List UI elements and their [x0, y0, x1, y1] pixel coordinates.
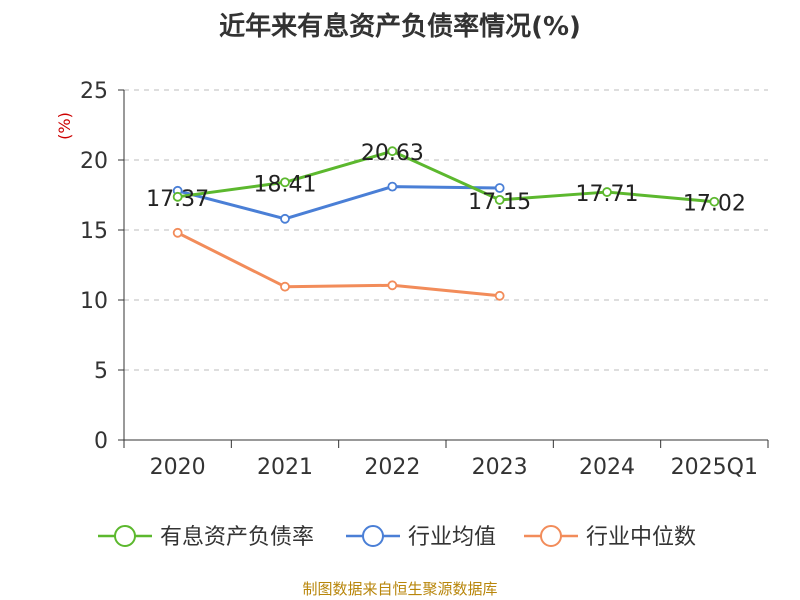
x-tick-label: 2020	[150, 455, 206, 480]
y-axis-label: (%)	[55, 112, 74, 140]
data-point	[387, 280, 398, 291]
legend-label: 有息资产负债率	[160, 525, 314, 550]
x-tick-label: 2024	[579, 455, 635, 480]
data-point	[602, 187, 612, 197]
data-label: 17.37	[146, 187, 209, 212]
data-point	[387, 146, 398, 157]
y-tick-label: 0	[94, 429, 108, 454]
series-line	[177, 149, 715, 204]
x-tick-label: 2023	[472, 455, 528, 480]
y-tick-label: 20	[80, 149, 108, 174]
series-line	[177, 185, 500, 221]
y-tick-label: 5	[94, 359, 108, 384]
data-point	[172, 191, 183, 202]
data-label: 17.71	[576, 182, 639, 207]
data-point	[494, 290, 505, 301]
data-point	[172, 227, 183, 238]
data-point	[280, 213, 290, 224]
data-label: 17.02	[683, 192, 746, 217]
data-label: 20.63	[361, 141, 424, 166]
y-tick-label: 10	[80, 289, 108, 314]
legend-marker	[362, 525, 384, 547]
data-label: 18.41	[254, 172, 317, 197]
x-tick-label: 2025Q1	[671, 455, 758, 480]
legend-marker	[540, 525, 562, 547]
x-tick-label: 2021	[257, 455, 313, 480]
y-tick-label: 15	[80, 219, 108, 244]
data-label: 17.15	[468, 190, 531, 215]
x-tick-label: 2022	[364, 455, 420, 480]
series-line	[176, 231, 500, 298]
data-point	[494, 194, 505, 205]
legend-label: 行业中位数	[586, 525, 696, 550]
data-point	[494, 183, 505, 193]
data-point	[280, 177, 290, 188]
chart-title: 近年来有息资产负债率情况(%)	[219, 12, 581, 42]
legend-marker	[114, 525, 136, 547]
legend-label: 行业均值	[408, 525, 496, 550]
data-point	[709, 196, 720, 207]
data-point	[387, 181, 398, 192]
y-tick-label: 25	[80, 79, 108, 104]
data-point	[280, 281, 290, 292]
data-source-note: 制图数据来自恒生聚源数据库	[302, 580, 498, 598]
